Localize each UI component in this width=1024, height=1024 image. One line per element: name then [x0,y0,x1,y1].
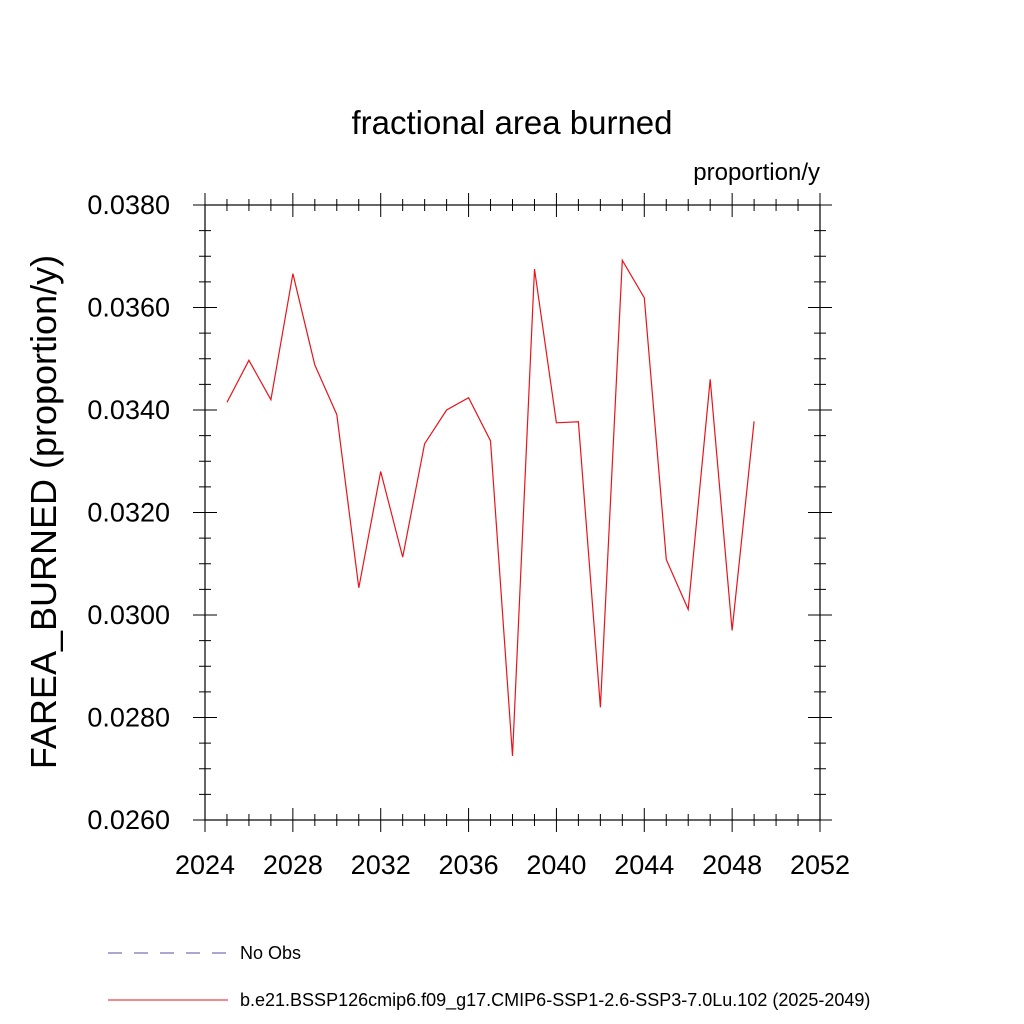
legend-label: No Obs [240,943,301,963]
x-tick-label: 2036 [439,850,499,880]
legend: No Obs b.e21.BSSP126cmip6.f09_g17.CMIP6-S… [108,943,870,1011]
y-tick-label: 0.0300 [87,600,170,630]
y-tick-label: 0.0360 [87,293,170,323]
units-label: proportion/y [693,159,820,186]
y-tick-label: 0.0340 [87,395,170,425]
y-tick-label: 0.0280 [87,703,170,733]
y-tick-label: 0.0320 [87,498,170,528]
axis-ticks [193,193,832,832]
x-tick-label: 2044 [614,850,674,880]
x-tick-label: 2024 [175,850,235,880]
x-tick-label: 2048 [702,850,762,880]
y-tick-label: 0.0380 [87,190,170,220]
tick-labels: 2024 2028 2032 2036 2040 2044 2048 2052 0.0260 0.… [87,190,850,880]
y-axis-label: FAREA_BURNED (proportion/y) [23,255,64,769]
legend-label: b.e21.BSSP126cmip6.f09_g17.CMIP6-SSP1-2.… [240,990,870,1011]
x-tick-label: 2028 [263,850,323,880]
y-tick-label: 0.0260 [87,805,170,835]
x-tick-label: 2032 [351,850,411,880]
series-group [226,258,755,756]
x-tick-label: 2040 [526,850,586,880]
plot-frame [204,204,821,821]
series-line [226,258,755,756]
x-tick-label: 2052 [790,850,850,880]
chart-title: fractional area burned [351,104,672,141]
